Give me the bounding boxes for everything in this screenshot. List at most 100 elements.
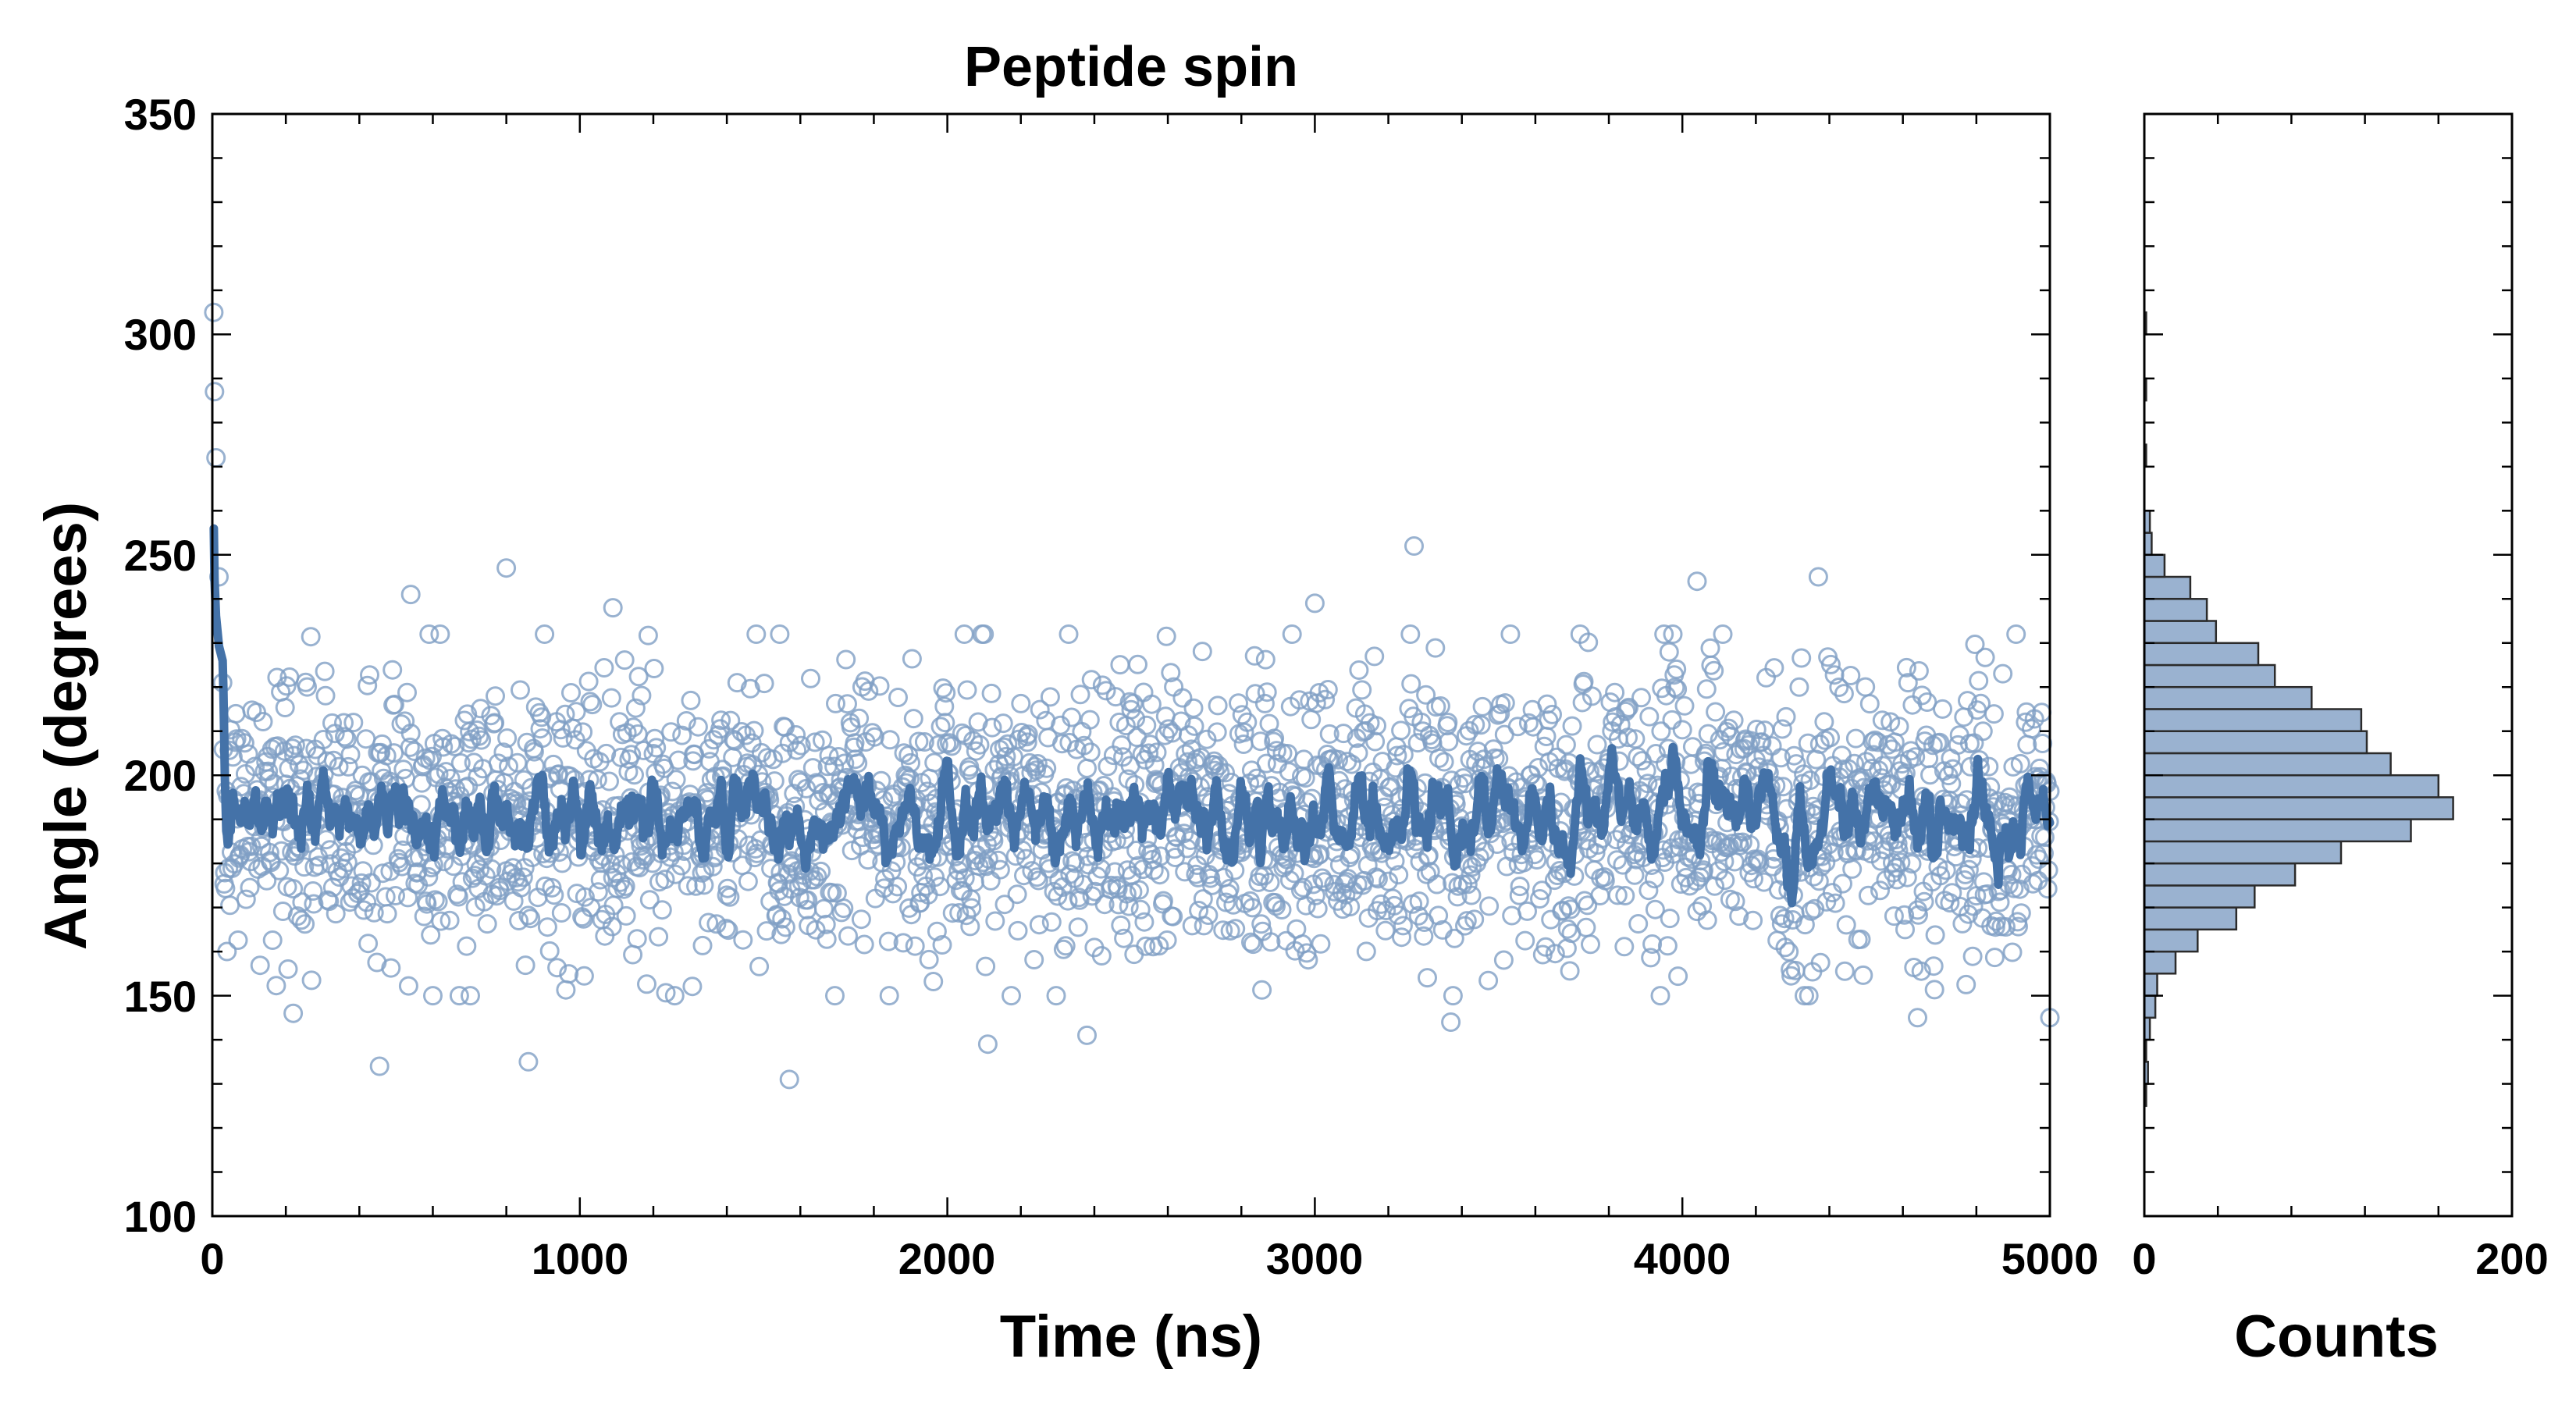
scatter-point [1668,966,1688,987]
scatter-point [1282,624,1302,644]
scatter-point [509,911,529,930]
scatter-point [1213,920,1233,941]
scatter-point [236,889,256,909]
scatter-point [646,738,667,758]
scatter-point [703,730,724,750]
scatter-point [364,902,384,923]
scatter-point [854,934,874,955]
scatter-point [754,674,774,694]
scatter-point [1578,895,1598,916]
scatter-point [813,898,834,919]
histogram-bar [2143,774,2440,799]
scatter-point [521,909,541,929]
scatter-point [661,722,681,742]
y-tick-labels: 100 150 200 250 300 350 [124,90,197,1241]
scatter-point [1642,934,1663,954]
scatter-point [939,733,959,753]
scatter-point [539,941,560,961]
scatter-point [903,709,923,729]
scatter-point [716,919,736,938]
scatter-point [1002,986,1021,1006]
scatter-point [395,711,415,731]
scatter-point [638,625,658,646]
histogram-bar [2143,663,2276,688]
scatter-point [1028,870,1048,891]
scatter-point [957,680,977,700]
x-tick-label: 1000 [532,1234,629,1283]
scatter-point [1096,681,1116,701]
scatter-point [1441,1012,1461,1032]
y-tick-label: 200 [124,751,197,800]
scatter-point [338,756,358,777]
scatter-point [770,624,790,644]
scatter-point [1364,646,1385,667]
scatter-point [805,732,825,752]
scatter-point [733,930,753,950]
scatter-point [1644,869,1664,889]
scatter-point [601,688,621,708]
scatter-point [1297,943,1317,963]
x-tick-label: 4000 [1634,1234,1731,1283]
scatter-point [1969,670,1989,691]
scatter-point [816,914,836,934]
scatter-point [720,887,740,907]
scatter-point [1308,898,1328,919]
scatter-point [1469,847,1489,867]
scatter-point [1315,872,1335,892]
scatter-point [981,683,1002,703]
scatter-point [738,871,758,891]
scatter-point [1393,916,1413,936]
scatter-point [681,690,701,710]
scatter-point [1296,895,1316,916]
scatter-point [1133,682,1154,702]
scatter-point [717,885,737,905]
scatter-point [291,910,311,930]
scatter-point [530,719,550,739]
scatter-point [315,661,335,681]
scatter-point [315,685,336,706]
scatter-point [1730,835,1750,855]
scatter-point [511,877,531,898]
scatter-point [941,736,962,756]
scatter-point [1311,934,1331,954]
scatter-point [747,843,767,863]
scatter-point [1873,756,1893,776]
scatter-point [471,699,491,719]
scatter-point [304,894,324,914]
scatter-point [1251,914,1272,934]
scatter-point [1654,624,1674,644]
histogram-bar [2143,884,2256,909]
scatter-point [385,695,404,714]
scatter-point [746,624,767,644]
scatter-point [1541,909,1561,930]
scatter-point [1306,693,1326,713]
scatter-point [537,917,557,937]
scatter-point [706,914,727,934]
scatter-point [1110,655,1130,675]
scatter-point [1295,768,1315,788]
scatter-point [895,765,916,785]
scatter-point [1112,735,1132,755]
scatter-point [575,887,595,907]
scatter-point [228,930,248,950]
scatter-point [779,1069,799,1090]
scatter-point [621,745,642,765]
scatter-point [1933,699,1952,719]
scatter-point [518,1051,539,1072]
scatter-point [1483,739,1503,759]
scatter-point [928,735,948,755]
scatter-point [1098,756,1118,777]
scatter-point [257,870,277,891]
histogram-bar [2143,553,2166,578]
scatter-point [1624,865,1645,885]
scatter-point [457,936,477,956]
scatter-point [278,959,298,979]
scatter-point [1315,689,1336,710]
histogram-bar [2143,730,2368,755]
histogram-bar [2143,973,2158,997]
scatter-point [1909,661,1929,681]
scatter-point [559,964,579,984]
scatter-point [234,733,254,753]
scatter-point [1388,905,1408,925]
scatter-point [1111,915,1131,935]
